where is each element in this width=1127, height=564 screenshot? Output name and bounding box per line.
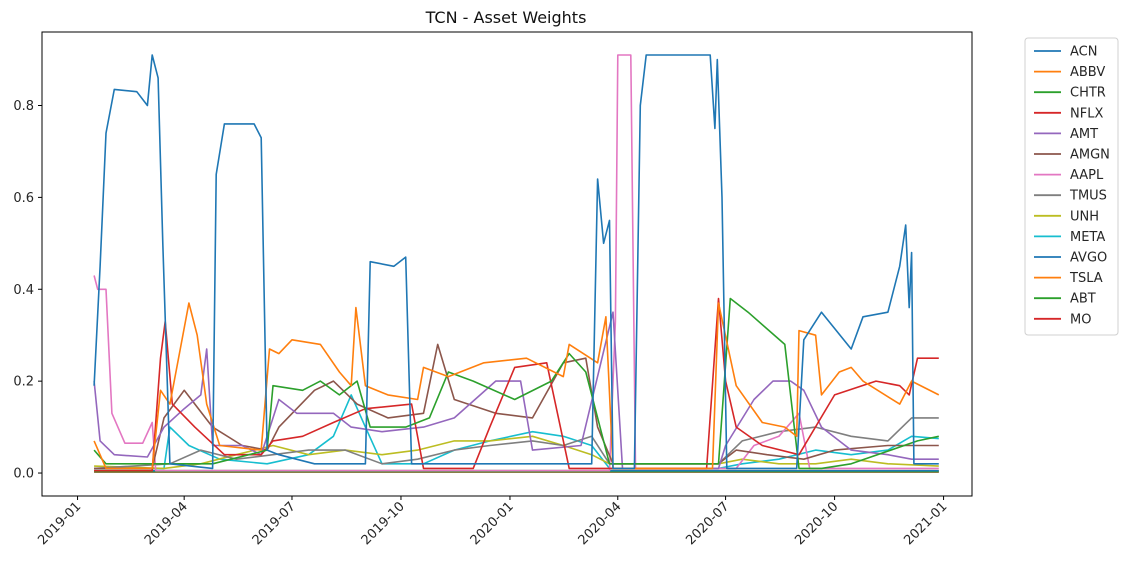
legend-label-amgn: AMGN [1070, 148, 1110, 163]
y-tick-label: 0.6 [13, 191, 34, 206]
y-tick-label: 0.0 [13, 467, 34, 482]
series-line-aapl [93, 54, 939, 472]
series-line-amt [93, 311, 939, 470]
legend-label-abbv: ABBV [1070, 65, 1105, 80]
legend-label-meta: META [1070, 230, 1105, 245]
legend: ACN ABBV CHTR NFLX AMT AMGN AAPL TMUS UNH META AVG… [1024, 37, 1119, 336]
legend-label-aapl: AAPL [1070, 168, 1104, 183]
chart-title: TCN - Asset Weights [425, 8, 587, 27]
series-line-acn [93, 54, 939, 470]
legend-label-chtr: CHTR [1070, 86, 1106, 101]
plot-frame [41, 31, 973, 497]
legend-label-tsla: TSLA [1069, 271, 1103, 286]
y-tick-label: 0.2 [13, 375, 34, 390]
legend-label-abt: ABT [1070, 292, 1096, 307]
legend-label-unh: UNH [1070, 209, 1099, 224]
legend-label-avgo: AVGO [1070, 251, 1107, 266]
y-axis: 0.0 0.2 0.4 0.6 0.8 [13, 99, 42, 482]
series-line-abbv [93, 302, 940, 470]
legend-label-amt: AMT [1070, 127, 1098, 142]
legend-label-tmus: TMUS [1069, 189, 1107, 204]
series-line-amgn [94, 343, 939, 470]
plot-lines [93, 54, 940, 473]
y-tick-label: 0.8 [13, 99, 34, 114]
legend-label-mo: MO [1070, 312, 1091, 327]
series-line-chtr [93, 297, 939, 470]
y-tick-label: 0.4 [13, 283, 34, 298]
legend-label-nflx: NFLX [1070, 106, 1103, 121]
legend-box [1024, 37, 1119, 336]
series-line-nflx [94, 297, 939, 472]
legend-label-acn: ACN [1070, 45, 1097, 60]
series-line-tmus [94, 417, 939, 470]
